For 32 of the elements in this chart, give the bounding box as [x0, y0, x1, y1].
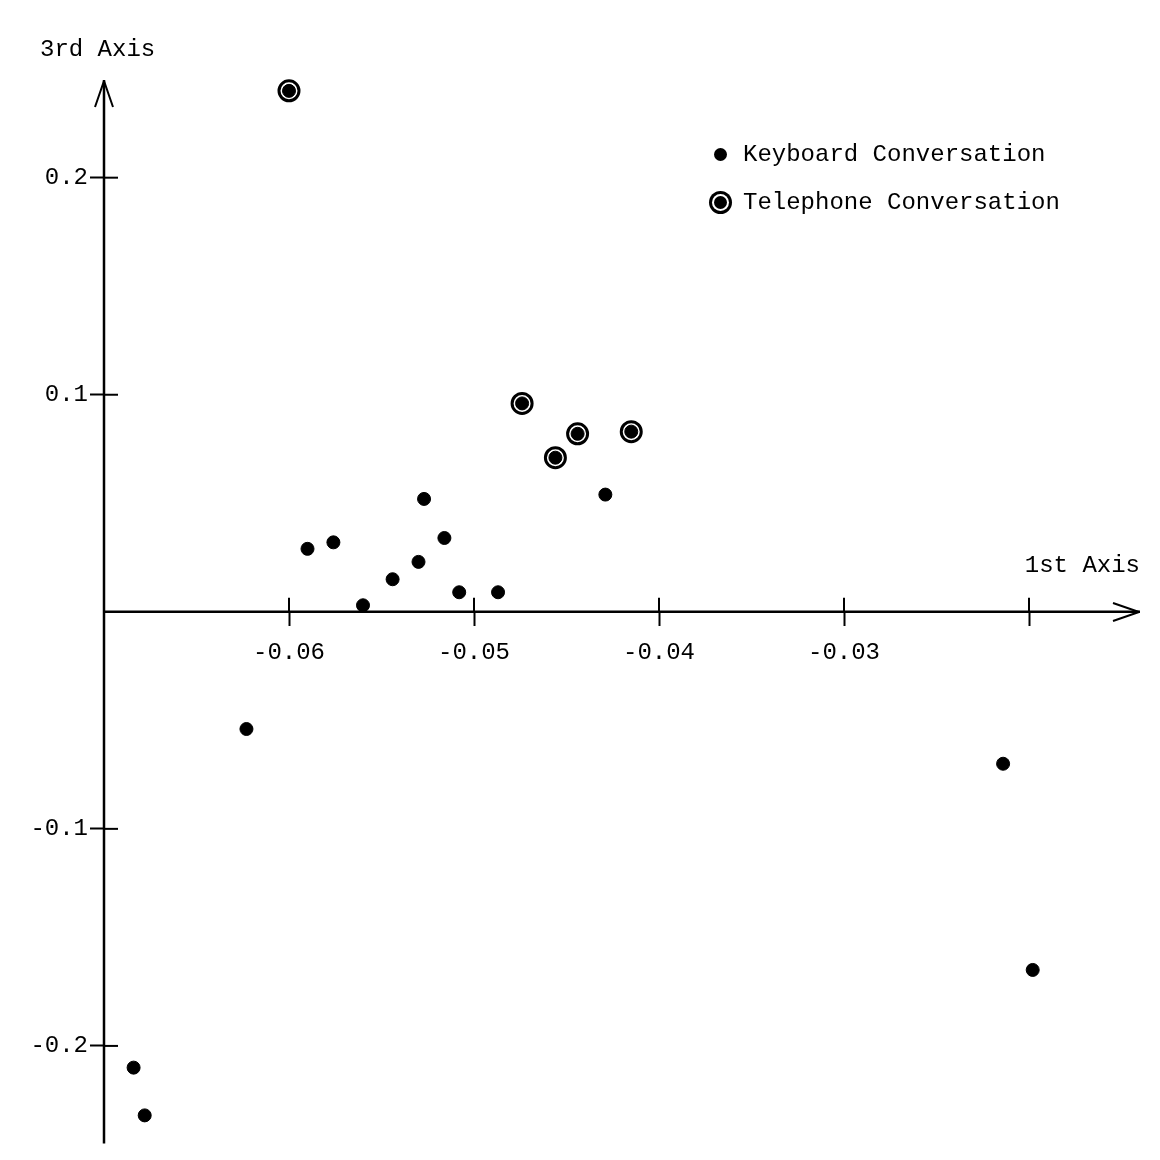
x-tick-label: -0.05	[437, 638, 511, 666]
x-tick-label: -0.06	[252, 638, 326, 666]
y-axis-title: 3rd Axis	[40, 36, 156, 64]
point	[300, 541, 315, 556]
point	[385, 572, 400, 587]
point	[277, 79, 301, 103]
point	[417, 491, 432, 506]
point	[326, 535, 341, 550]
point	[619, 420, 643, 444]
y-tick-label: -0.2	[30, 1032, 88, 1060]
y-tick-label: 0.2	[44, 164, 88, 192]
point	[126, 1060, 141, 1075]
x-axis-title: 1st Axis	[1024, 552, 1140, 580]
y-tick-label: 0.1	[44, 381, 88, 409]
point	[137, 1108, 152, 1123]
legend-label: Keyboard Conversation	[743, 140, 1046, 168]
point	[491, 585, 506, 600]
point	[543, 446, 567, 470]
point	[239, 722, 254, 737]
x-tick-label: -0.04	[622, 638, 696, 666]
point	[566, 422, 590, 446]
point	[452, 585, 467, 600]
point	[510, 391, 534, 415]
point	[437, 531, 452, 545]
point	[411, 554, 426, 569]
point	[598, 487, 613, 502]
y-tick-label: -0.1	[30, 815, 88, 843]
point	[1025, 962, 1040, 977]
legend-label: Telephone Conversation	[743, 188, 1060, 216]
point	[996, 756, 1011, 771]
point	[356, 598, 370, 613]
x-tick-label: -0.03	[807, 638, 881, 666]
